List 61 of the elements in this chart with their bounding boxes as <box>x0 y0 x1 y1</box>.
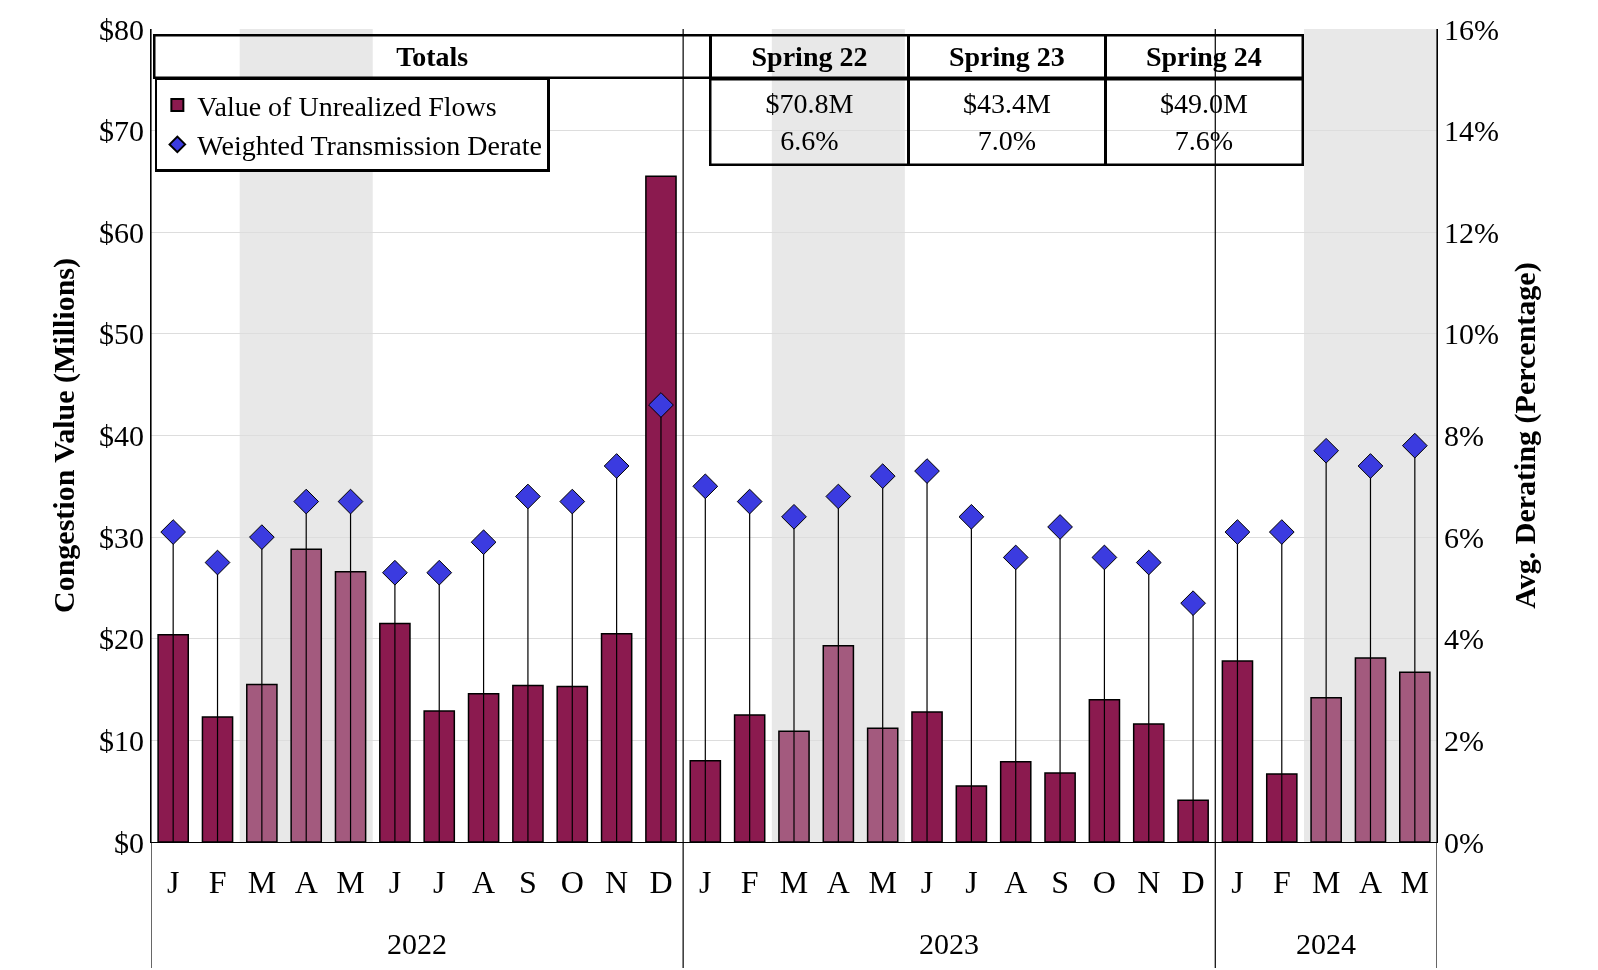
y2-tick-label: 16% <box>1444 12 1499 46</box>
y2-axis-title: Avg. Derating (Percentage) <box>1507 262 1542 609</box>
x-tick-label: A <box>1004 864 1028 901</box>
x-tick-label: M <box>868 864 897 901</box>
annotation: Spring 23 <box>948 40 1065 72</box>
y-tick-label: $80 <box>99 12 144 46</box>
y-tick-label: $60 <box>99 215 144 249</box>
y2-tick-label: 10% <box>1444 317 1499 351</box>
x-tick-label: S <box>519 864 537 901</box>
x-tick-label: O <box>1092 864 1116 901</box>
y2-tick-label: 8% <box>1444 419 1484 452</box>
text: 2022 <box>387 927 447 960</box>
y-tick-label: $10 <box>99 723 144 757</box>
x-tick-label: M <box>1400 864 1430 901</box>
y2-tick-label: 4% <box>1444 622 1484 656</box>
x-tick-label: A <box>826 864 850 901</box>
x-tick-label: J <box>699 864 712 901</box>
y-tick-label: $40 <box>99 419 144 452</box>
y-tick-label: $20 <box>99 622 144 656</box>
x-tick-label: D <box>649 864 673 901</box>
x-tick-label: N <box>605 864 629 901</box>
y2-tick-label: 12% <box>1444 215 1499 249</box>
x-tick-label: S <box>1051 864 1069 901</box>
x-tick-label: O <box>560 864 584 901</box>
annotation: Spring 22 <box>751 40 868 72</box>
y2-tick-label: 6% <box>1444 520 1484 554</box>
y-tick-label: $30 <box>99 520 144 554</box>
x-tick-label: A <box>294 864 318 901</box>
x-tick-label: A <box>1358 864 1383 901</box>
y-tick-label: $50 <box>99 317 144 351</box>
x-tick-label: J <box>433 864 446 901</box>
x-tick-label: J <box>1231 864 1244 901</box>
y2-tick-label: 2% <box>1444 723 1484 757</box>
annotation: $70.8M <box>765 88 854 120</box>
y2-tick-label: 14% <box>1444 114 1499 148</box>
legend-label: Value of Unrealized Flows <box>197 90 497 122</box>
x-tick-label: M <box>779 864 809 901</box>
x-tick-label: F <box>740 864 759 901</box>
x-tick-label: J <box>166 864 180 901</box>
text: 2024 <box>1296 927 1356 960</box>
x-tick-label: M <box>1311 864 1341 901</box>
x-tick-label: J <box>388 864 402 901</box>
x-tick-label: F <box>208 864 227 901</box>
y-tick-label: $70 <box>99 114 144 148</box>
x-tick-label: N <box>1137 864 1161 901</box>
annotation: Totals <box>396 40 469 72</box>
x-tick-label: F <box>1272 864 1291 901</box>
x-tick-label: J <box>920 864 934 901</box>
y-tick-label: $0 <box>114 825 144 859</box>
x-tick-label: M <box>336 864 365 901</box>
x-tick-label: A <box>472 864 496 901</box>
y-axis-title: Congestion Value (Millions) <box>47 257 81 614</box>
text: 2023 <box>919 927 979 960</box>
x-tick-label: J <box>965 864 978 901</box>
x-tick-label: D <box>1181 864 1205 901</box>
annotation: $43.4M <box>962 88 1051 120</box>
annotation: 6.6% <box>780 124 839 156</box>
y2-tick-label: 0% <box>1444 825 1484 859</box>
legend-label: Weighted Transmission Derate <box>197 130 542 162</box>
x-tick-label: M <box>247 864 277 901</box>
annotation: 7.0% <box>977 124 1036 156</box>
